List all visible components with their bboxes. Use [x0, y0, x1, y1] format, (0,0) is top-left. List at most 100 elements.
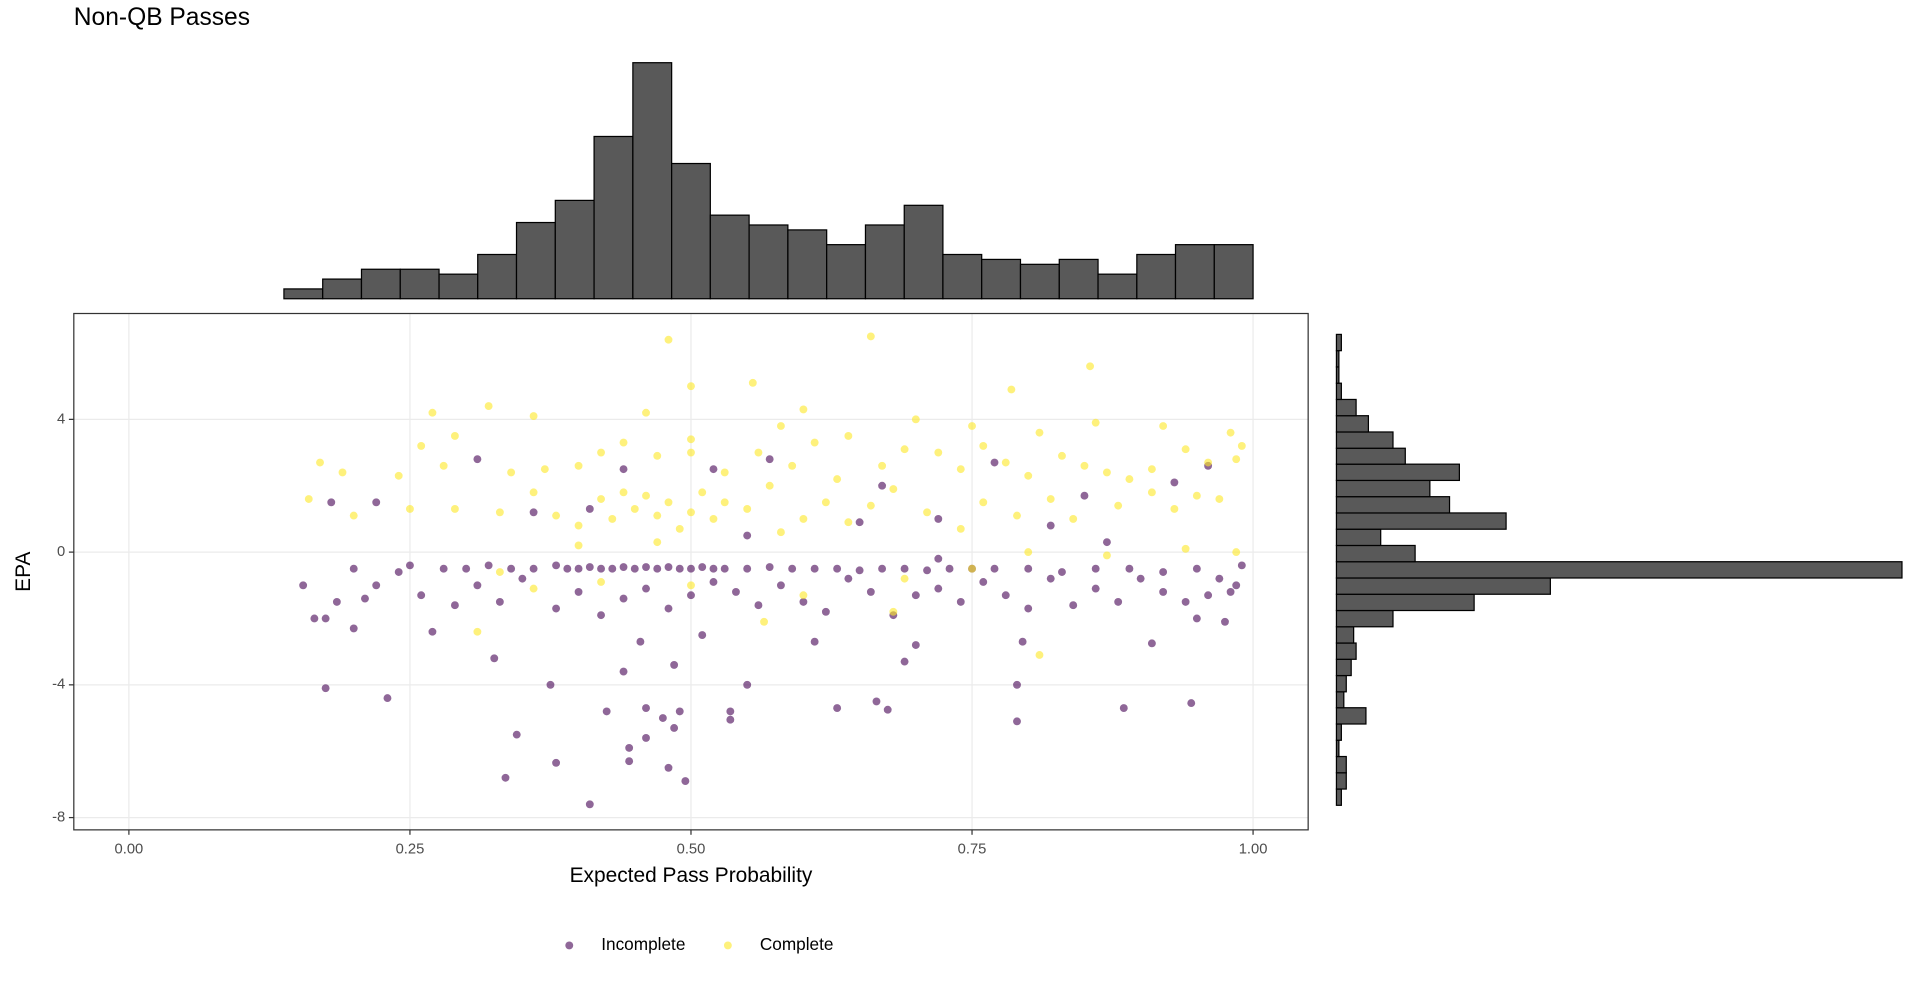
point — [979, 498, 988, 507]
point — [1013, 717, 1021, 726]
histogram-bar — [1335, 382, 1342, 401]
point — [765, 563, 774, 571]
point — [630, 505, 639, 513]
point — [546, 680, 555, 689]
histogram-bar — [360, 268, 401, 300]
point — [934, 448, 943, 457]
point — [428, 627, 437, 636]
point — [990, 458, 999, 467]
point — [821, 498, 830, 507]
y-tick-label: 0 — [57, 544, 65, 560]
point — [1102, 551, 1111, 560]
point — [619, 563, 628, 571]
point — [878, 564, 887, 573]
point — [866, 332, 875, 341]
point — [788, 564, 797, 573]
histogram-bar — [709, 214, 750, 300]
point — [625, 757, 634, 766]
point — [507, 564, 516, 573]
point — [743, 505, 752, 513]
point — [1001, 591, 1010, 600]
point — [675, 524, 684, 533]
point — [872, 697, 881, 706]
point — [574, 461, 583, 470]
point — [642, 408, 650, 417]
point — [687, 435, 695, 444]
point — [990, 564, 999, 573]
legend-marker — [723, 941, 732, 950]
point — [473, 581, 482, 590]
histogram-bar — [1335, 691, 1345, 709]
point — [417, 441, 426, 450]
histogram-bar — [554, 199, 595, 300]
point — [1237, 561, 1246, 570]
point — [563, 564, 572, 573]
point — [439, 564, 448, 573]
point — [754, 448, 763, 457]
point — [810, 637, 819, 646]
point — [878, 461, 887, 470]
point — [1181, 544, 1190, 553]
point — [1119, 704, 1128, 713]
point — [1125, 475, 1134, 484]
point — [709, 564, 718, 573]
histogram-bar — [1335, 512, 1507, 530]
point — [316, 458, 324, 467]
point — [321, 684, 330, 693]
point — [1069, 601, 1078, 610]
point — [619, 667, 628, 676]
point — [304, 495, 313, 503]
point — [653, 564, 662, 573]
point — [765, 481, 774, 490]
point — [664, 335, 673, 344]
point — [1215, 495, 1224, 503]
point — [923, 508, 931, 517]
point — [709, 578, 718, 586]
point — [310, 614, 319, 623]
histogram-bar — [1335, 772, 1347, 790]
point — [726, 707, 735, 716]
histogram-bar — [864, 224, 905, 300]
point — [394, 568, 403, 576]
point — [1102, 538, 1111, 547]
point — [349, 511, 358, 520]
point — [1086, 362, 1095, 371]
histogram-bar — [1335, 788, 1342, 806]
point — [687, 382, 695, 391]
point — [833, 704, 842, 713]
point — [574, 564, 583, 573]
histogram-bar — [1335, 496, 1451, 514]
point — [911, 415, 920, 424]
histogram-bar — [787, 229, 828, 300]
point — [1147, 639, 1156, 648]
histogram-bar — [1136, 253, 1177, 300]
point — [1013, 511, 1021, 520]
histogram-bar — [1335, 431, 1394, 449]
point — [529, 564, 538, 573]
histogram-bar — [1058, 258, 1099, 300]
point — [597, 448, 605, 457]
point — [1102, 468, 1111, 477]
point — [1215, 574, 1224, 583]
point — [664, 563, 673, 571]
histogram-bar — [671, 162, 711, 300]
point — [743, 531, 752, 540]
point — [844, 518, 853, 527]
point — [552, 561, 561, 570]
histogram-bar — [322, 278, 363, 300]
point — [900, 574, 909, 583]
point — [642, 491, 650, 500]
point — [585, 563, 594, 571]
top-histogram — [283, 62, 1254, 300]
x-tick-label: 0.00 — [115, 841, 144, 857]
point — [1114, 501, 1123, 510]
point — [1091, 564, 1100, 573]
point — [968, 564, 976, 573]
point — [552, 604, 561, 613]
histogram-bar — [438, 273, 479, 300]
point — [754, 601, 763, 610]
point — [529, 584, 538, 593]
point — [956, 465, 965, 474]
point — [321, 614, 330, 623]
point — [653, 451, 662, 460]
